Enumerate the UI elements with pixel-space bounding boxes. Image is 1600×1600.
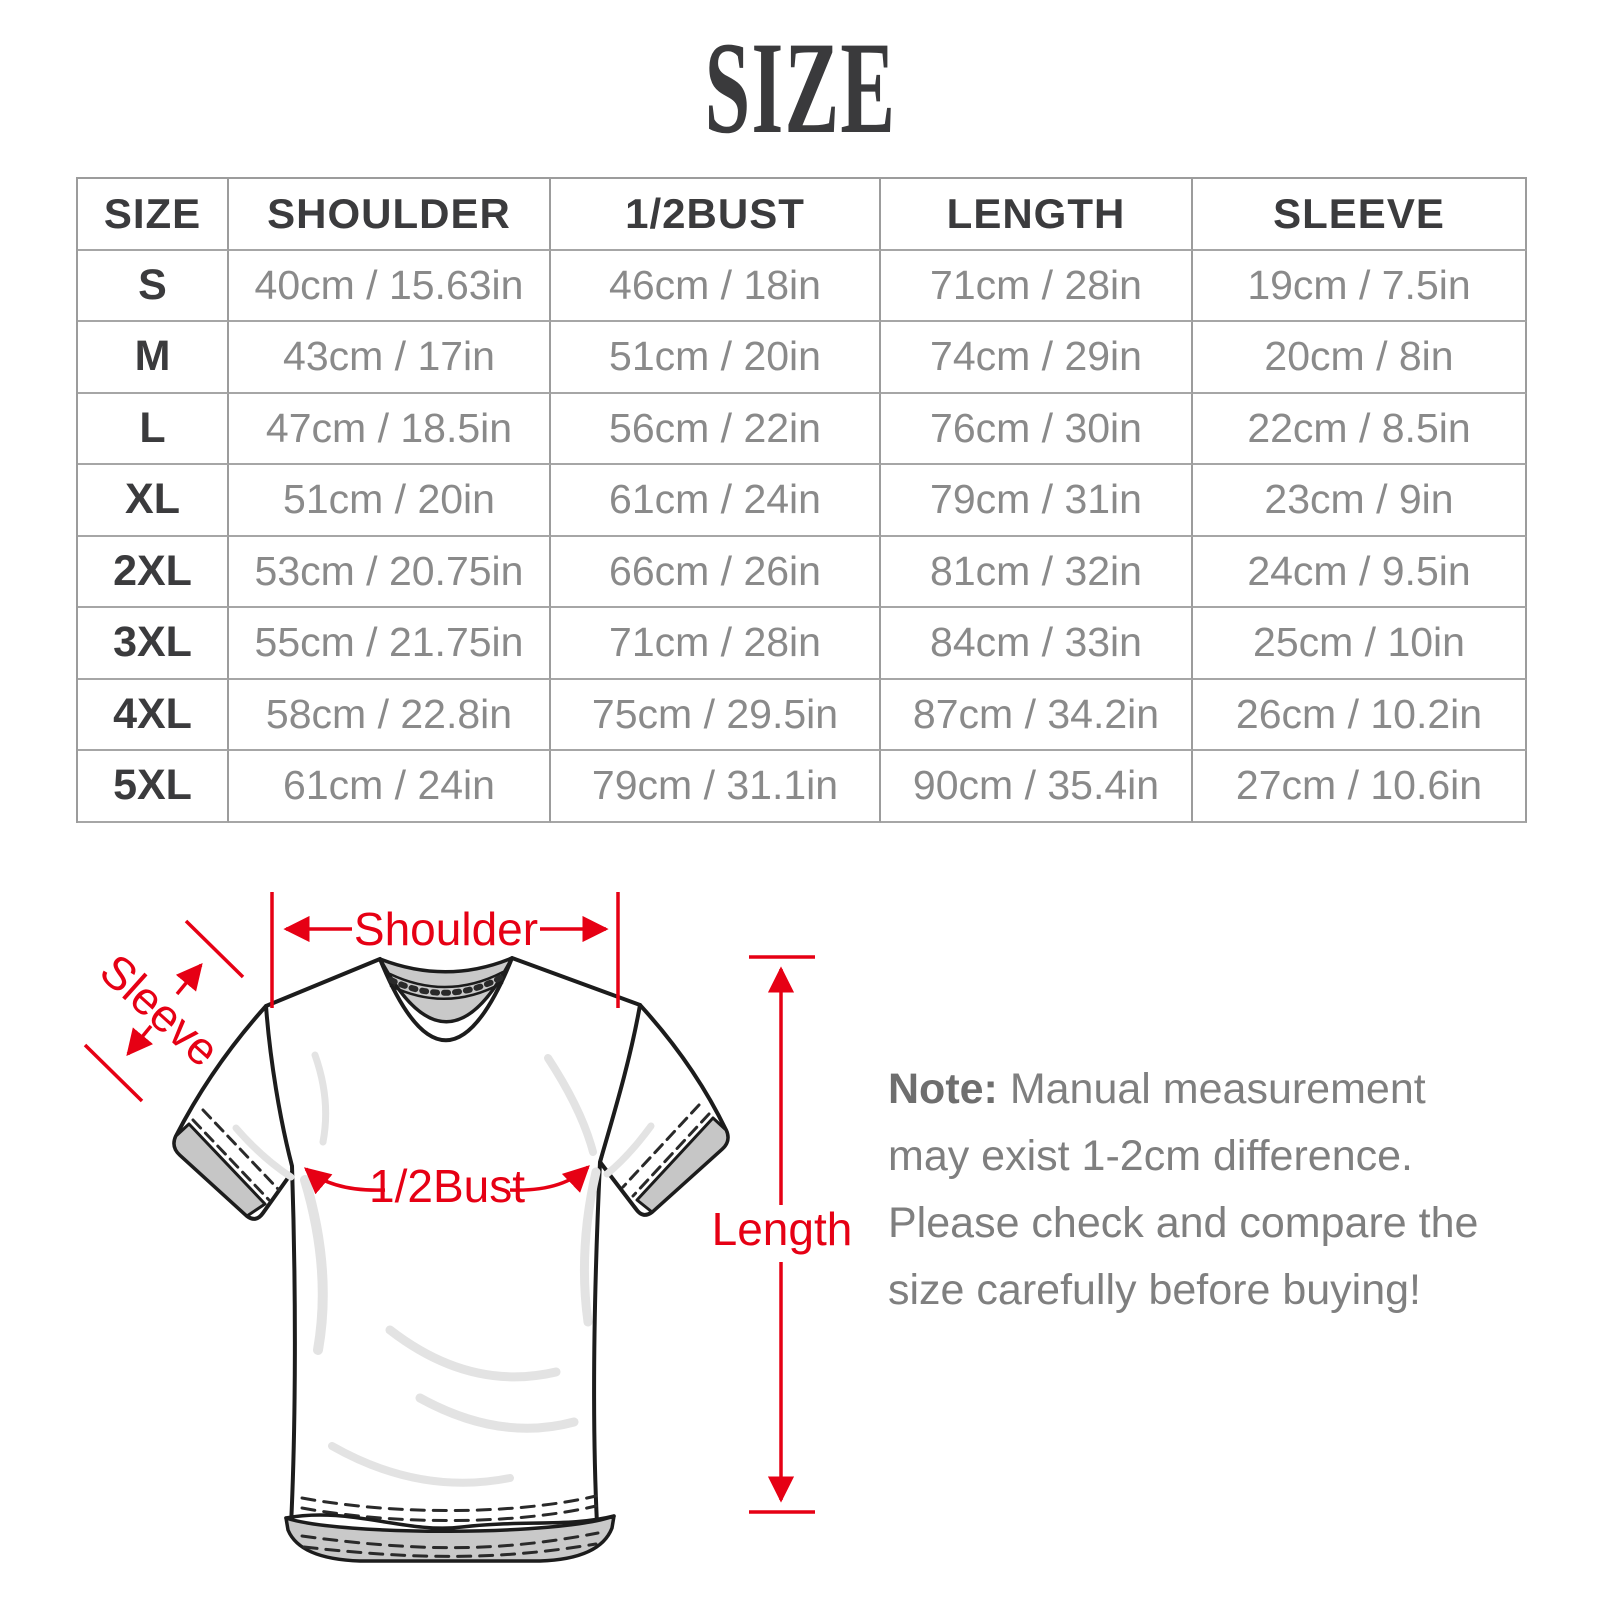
tshirt-right-cuff [635,1116,730,1214]
col-header-bust: 1/2BUST [551,179,881,251]
row-4xl-length: 87cm / 34.2in [881,679,1193,751]
row-4xl-size: 4XL [78,679,229,751]
size-table: SIZE SHOULDER 1/2BUST LENGTH SLEEVE S 40… [76,177,1527,823]
row-2xl-size: 2XL [78,536,229,608]
length-measure: Length [712,955,853,1514]
row-3xl-size: 3XL [78,608,229,680]
note-label: Note: [888,1065,998,1113]
row-l-shoulder: 47cm / 18.5in [229,393,551,465]
row-m-shoulder: 43cm / 17in [229,322,551,394]
page-title: SIZE [0,22,1600,154]
page-title-text: SIZE [704,14,896,161]
row-xl-size: XL [78,465,229,537]
row-l-length: 76cm / 30in [881,393,1193,465]
shoulder-label: Shoulder [354,903,538,955]
row-m-size: M [78,322,229,394]
row-2xl-sleeve: 24cm / 9.5in [1193,536,1527,608]
col-header-shoulder: SHOULDER [229,179,551,251]
row-2xl-shoulder: 53cm / 20.75in [229,536,551,608]
tshirt-hem [284,1514,616,1563]
row-xl-shoulder: 51cm / 20in [229,465,551,537]
row-5xl-shoulder: 61cm / 24in [229,751,551,823]
length-label: Length [712,1203,853,1255]
row-m-length: 74cm / 29in [881,322,1193,394]
row-2xl-length: 81cm / 32in [881,536,1193,608]
row-5xl-size: 5XL [78,751,229,823]
row-3xl-bust: 71cm / 28in [551,608,881,680]
note-text: Manual measurement may exist 1-2cm diffe… [888,1065,1479,1314]
col-header-length: LENGTH [881,179,1193,251]
row-4xl-sleeve: 26cm / 10.2in [1193,679,1527,751]
row-s-shoulder: 40cm / 15.63in [229,250,551,322]
row-m-sleeve: 20cm / 8in [1193,322,1527,394]
tshirt-illustration [172,956,730,1563]
row-l-sleeve: 22cm / 8.5in [1193,393,1527,465]
row-s-length: 71cm / 28in [881,250,1193,322]
tshirt-wrinkles [232,1051,655,1487]
measurement-note: Note: Manual measurement may exist 1-2cm… [888,1056,1513,1324]
row-5xl-length: 90cm / 35.4in [881,751,1193,823]
row-s-size: S [78,250,229,322]
row-s-bust: 46cm / 18in [551,250,881,322]
sleeve-label: Sleeve [90,944,229,1077]
row-5xl-sleeve: 27cm / 10.6in [1193,751,1527,823]
row-m-bust: 51cm / 20in [551,322,881,394]
bust-measure: 1/2Bust [304,1160,590,1212]
row-3xl-sleeve: 25cm / 10in [1193,608,1527,680]
row-xl-bust: 61cm / 24in [551,465,881,537]
row-4xl-bust: 75cm / 29.5in [551,679,881,751]
col-header-size: SIZE [78,179,229,251]
row-5xl-bust: 79cm / 31.1in [551,751,881,823]
row-3xl-length: 84cm / 33in [881,608,1193,680]
row-4xl-shoulder: 58cm / 22.8in [229,679,551,751]
row-xl-sleeve: 23cm / 9in [1193,465,1527,537]
col-header-sleeve: SLEEVE [1193,179,1527,251]
row-xl-length: 79cm / 31in [881,465,1193,537]
bust-label: 1/2Bust [369,1160,525,1212]
row-2xl-bust: 66cm / 26in [551,536,881,608]
row-l-bust: 56cm / 22in [551,393,881,465]
measurement-annotations: Shoulder Sleeve 1/2Bust [83,892,853,1514]
row-s-sleeve: 19cm / 7.5in [1193,250,1527,322]
row-l-size: L [78,393,229,465]
shoulder-measure: Shoulder [270,892,620,1008]
row-3xl-shoulder: 55cm / 21.75in [229,608,551,680]
tshirt-left-cuff [172,1122,267,1218]
